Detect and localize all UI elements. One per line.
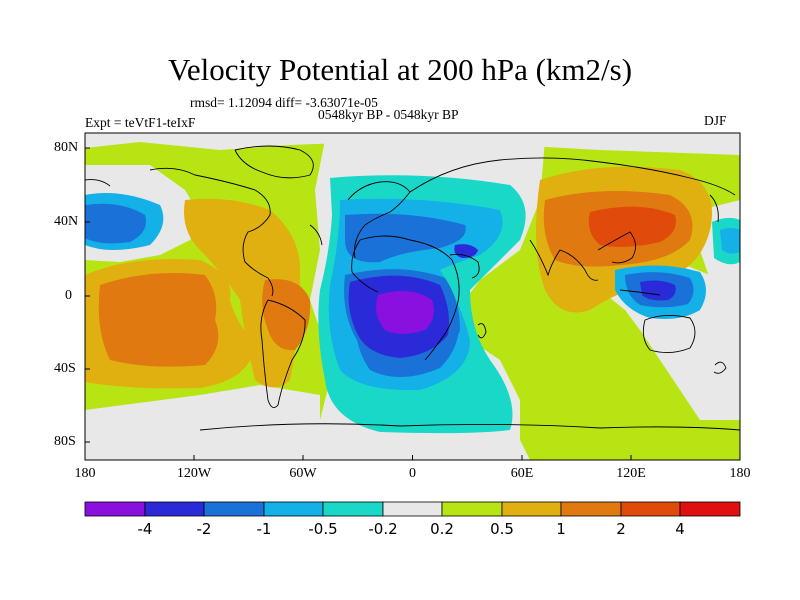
colorbar-box-9 bbox=[560, 501, 622, 517]
y-tick-label: 40N bbox=[54, 214, 79, 229]
colorbar-box-6 bbox=[382, 501, 443, 517]
colorbar-label: -4 bbox=[137, 520, 153, 538]
contour-pacific-pos1 bbox=[98, 272, 219, 367]
x-tick-label: 60W bbox=[289, 466, 317, 481]
contour-level-neg4 bbox=[376, 291, 434, 334]
experiment-label: Expt = teVtF1-teIxF bbox=[85, 115, 196, 130]
contour-asia-pos2 bbox=[588, 206, 676, 247]
contour-npac-neg1 bbox=[85, 203, 146, 244]
contour-maritime-neg2 bbox=[640, 280, 676, 301]
y-tick-label: 80N bbox=[54, 140, 79, 155]
colorbar-label: 1 bbox=[556, 520, 566, 538]
stats-text: rmsd= 1.12094 diff= -3.63071e-05 bbox=[190, 95, 378, 110]
colorbar-label: -1 bbox=[256, 520, 272, 538]
coastlines bbox=[85, 145, 740, 431]
colorbar-box-7 bbox=[441, 501, 503, 517]
x-tick-label: 0 bbox=[409, 466, 416, 481]
colorbar-box-3 bbox=[203, 501, 265, 517]
colorbar-box-11 bbox=[679, 501, 741, 517]
x-tick-label: 120W bbox=[176, 466, 212, 481]
colorbar-label: -2 bbox=[196, 520, 212, 538]
contour-level-neg1-north bbox=[345, 213, 466, 263]
colorbar-label: 0.2 bbox=[430, 520, 454, 538]
colorbar-label: 0.5 bbox=[490, 520, 514, 538]
colorbar-box-8 bbox=[501, 501, 562, 517]
colorbar-label: -0.5 bbox=[308, 520, 338, 538]
contour-neutral-arctic bbox=[85, 133, 740, 155]
contour-fills bbox=[85, 133, 740, 460]
contour-samerica-pos1 bbox=[262, 279, 311, 351]
colorbar-box-1 bbox=[84, 501, 146, 517]
contour-dateline-neg0.5 bbox=[720, 228, 740, 254]
season-label: DJF bbox=[704, 113, 727, 128]
colorbar-label: 2 bbox=[616, 520, 626, 538]
y-tick-label: 40S bbox=[54, 361, 76, 376]
colorbar bbox=[84, 501, 741, 517]
y-tick-marks bbox=[85, 147, 90, 443]
colorbar-label: -0.2 bbox=[368, 520, 398, 538]
period-text: 0548kyr BP - 0548kyr BP bbox=[318, 107, 459, 122]
x-tick-label: 120E bbox=[616, 466, 646, 481]
x-tick-label: 60E bbox=[510, 466, 534, 481]
x-tick-marks bbox=[84, 455, 741, 460]
x-tick-label: 180 bbox=[729, 466, 751, 481]
colorbar-label: 4 bbox=[675, 520, 685, 538]
y-tick-label: 80S bbox=[54, 434, 76, 449]
contour-neutral-southpacific bbox=[85, 385, 320, 460]
chart-title: Velocity Potential at 200 hPa (km2/s) bbox=[167, 52, 633, 87]
x-tick-label: 180 bbox=[74, 466, 96, 481]
colorbar-box-5 bbox=[322, 501, 384, 517]
y-tick-label: 0 bbox=[65, 288, 72, 303]
colorbar-box-2 bbox=[144, 501, 205, 517]
colorbar-box-4 bbox=[263, 501, 324, 517]
contour-americas-pos0.5 bbox=[184, 198, 300, 388]
colorbar-box-10 bbox=[620, 501, 681, 517]
